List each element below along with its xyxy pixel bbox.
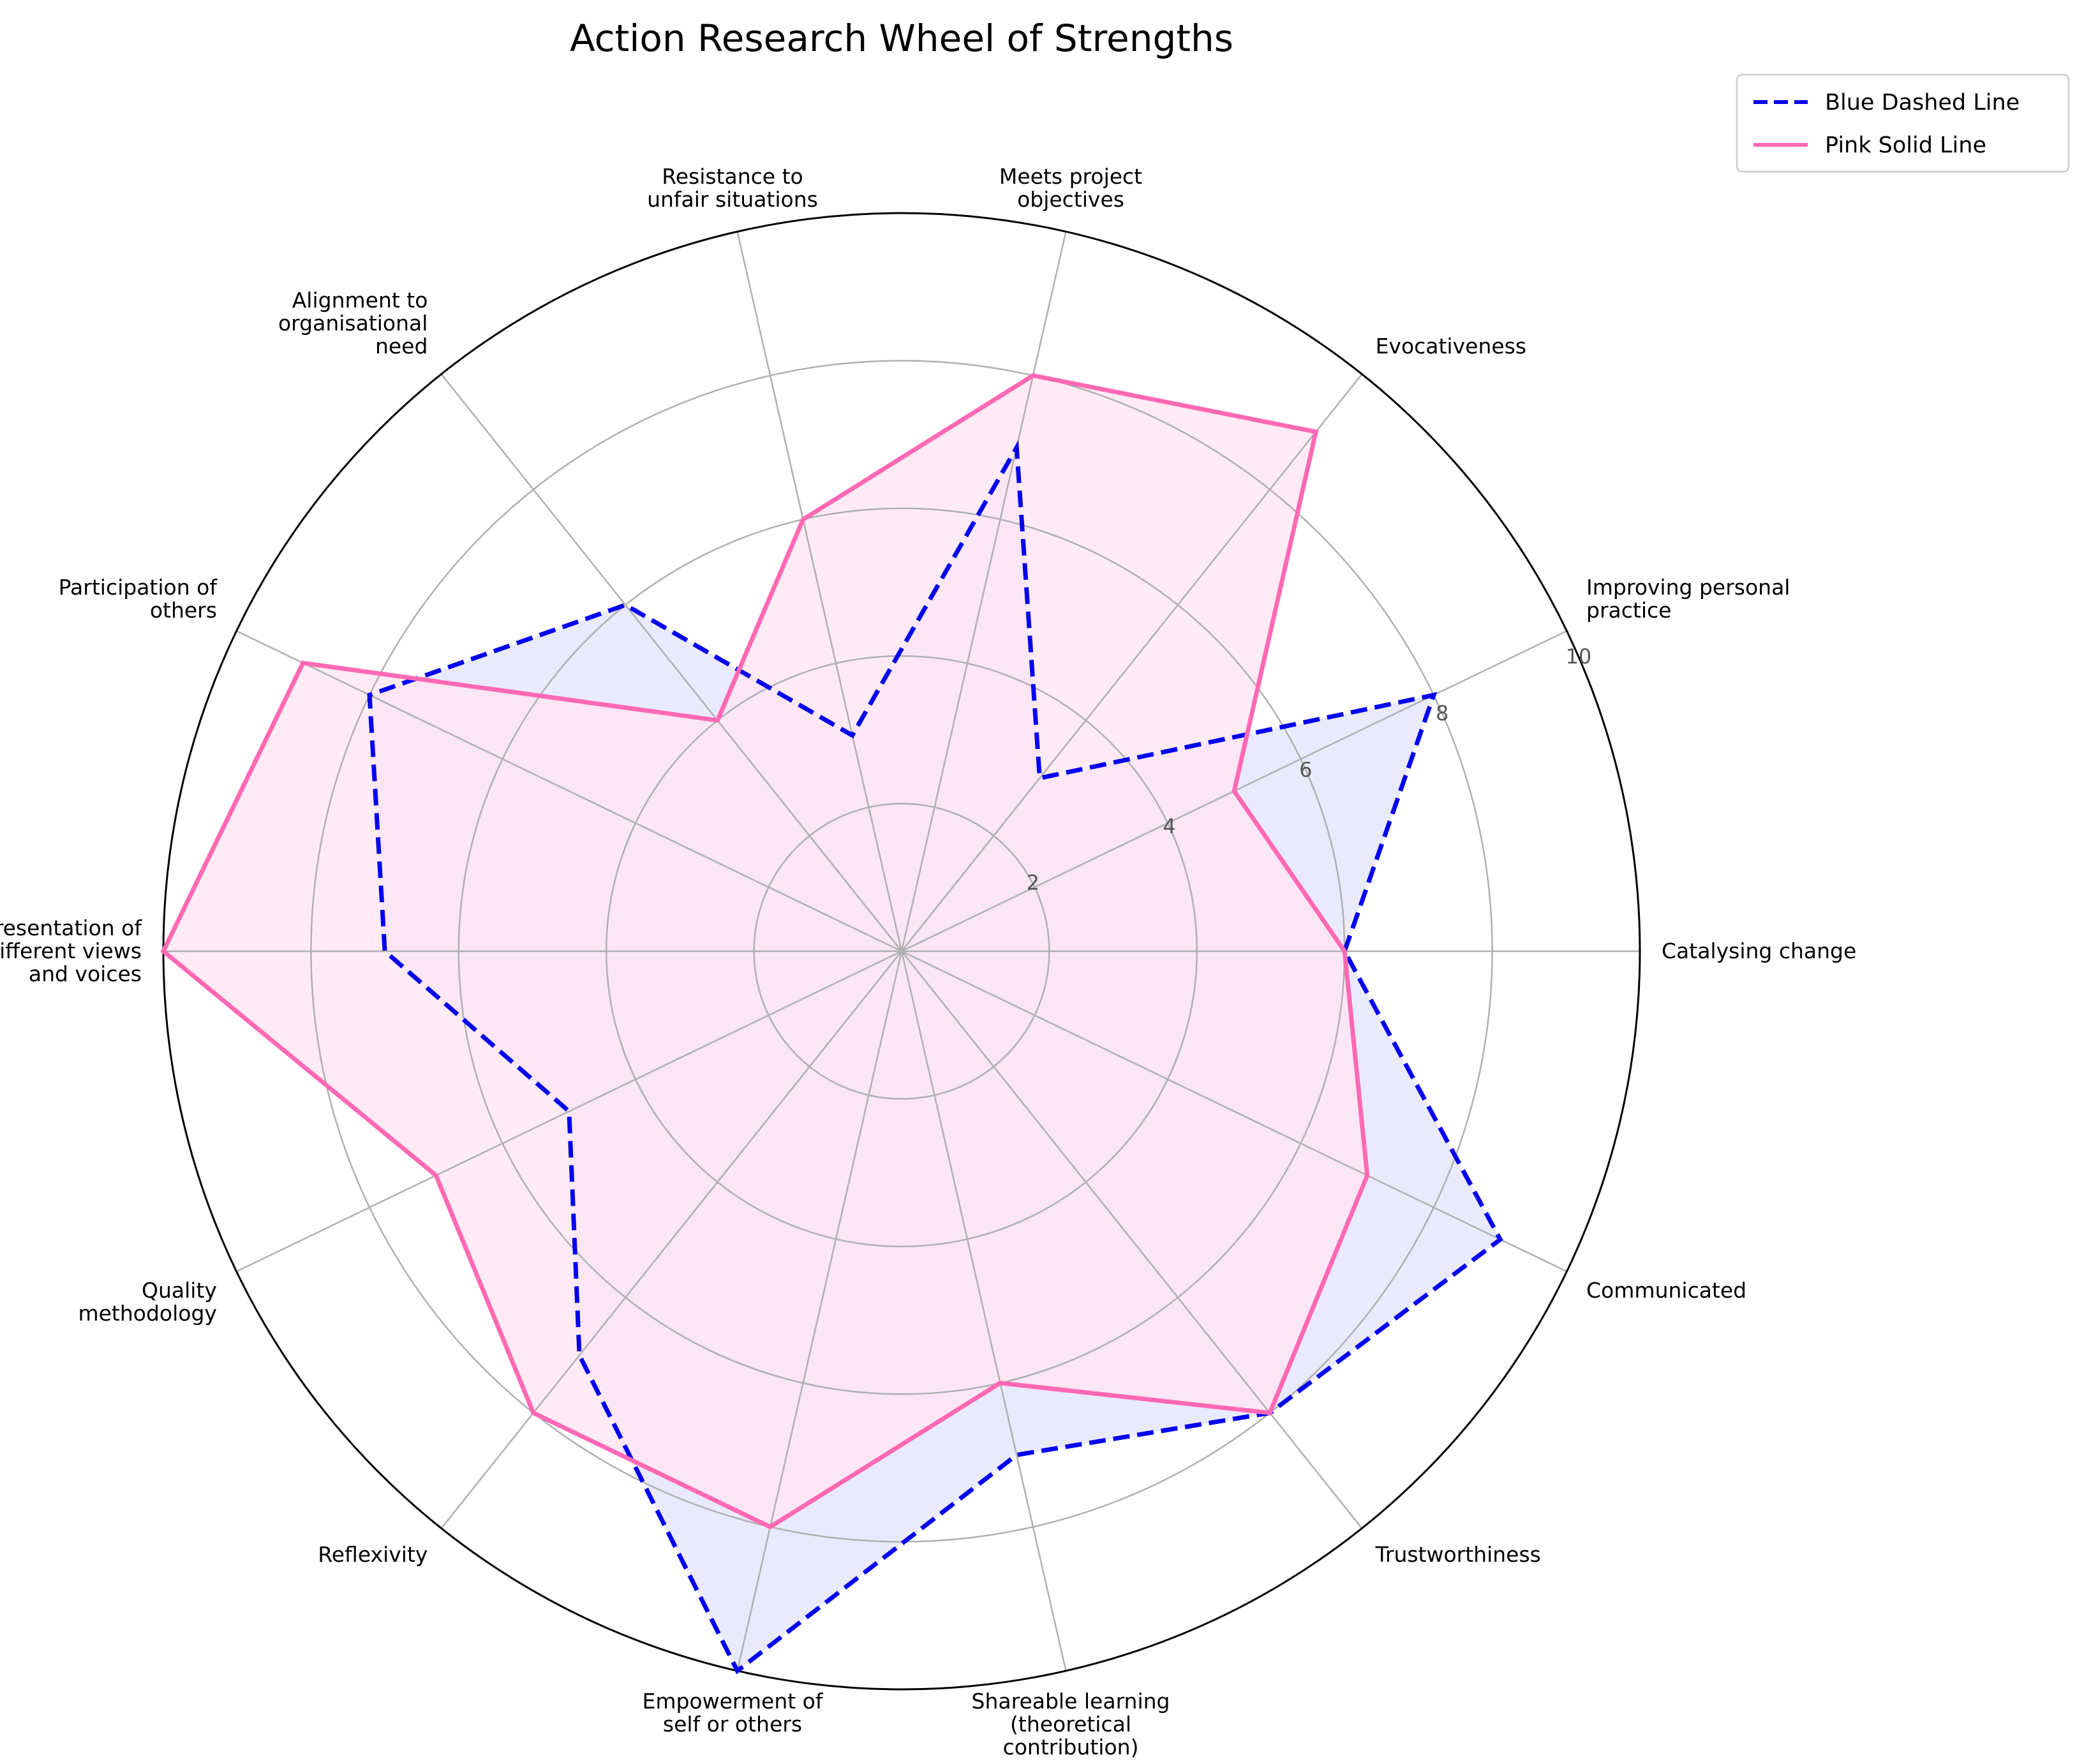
legend: Blue Dashed Line Pink Solid Line <box>1736 73 2070 173</box>
category-label-4: Resistance to unfair situations <box>647 164 818 212</box>
category-labels: Catalysing change Improving personal pract… <box>0 164 1856 1760</box>
spoke-4 <box>736 231 903 952</box>
legend-label-pink-solid: Pink Solid Line <box>1825 133 1986 158</box>
category-label-10: Empowerment of self or others <box>642 1689 823 1737</box>
spoke-13 <box>901 950 1567 1273</box>
radial-tick-6: 6 <box>1299 757 1312 782</box>
spoke-3 <box>900 231 1067 952</box>
spoke-9 <box>440 951 902 1529</box>
legend-label-blue-dashed: Blue Dashed Line <box>1825 90 2020 115</box>
radial-tick-2: 2 <box>1027 870 1039 894</box>
series-line-0 <box>367 440 1503 1675</box>
category-label-0: Catalysing change <box>1662 938 1856 963</box>
category-label-3: Meets project objectives <box>999 164 1142 212</box>
category-label-5: Alignment to organisational need <box>278 288 428 359</box>
spoke-12 <box>901 951 1363 1529</box>
category-label-11: Shareable learning (theoretical contributi… <box>972 1689 1170 1760</box>
spoke-2 <box>901 373 1363 952</box>
category-label-8: Quality methodology <box>78 1278 216 1326</box>
spoke-8 <box>236 950 902 1273</box>
series-line-1 <box>160 373 1370 1530</box>
spoke-6 <box>236 630 902 952</box>
category-label-12: Trustworthiness <box>1375 1542 1541 1567</box>
spoke-5 <box>440 373 902 952</box>
radial-tick-4: 4 <box>1163 814 1175 838</box>
legend-frame <box>1736 73 2070 173</box>
category-label-1: Improving personal practice <box>1586 575 1790 623</box>
radial-tick-8: 8 <box>1436 701 1448 725</box>
category-label-13: Communicated <box>1586 1278 1746 1303</box>
category-label-9: Reflexivity <box>318 1542 428 1567</box>
spoke-11 <box>900 951 1067 1671</box>
chart-title: Action Research Wheel of Strengths <box>570 17 1233 60</box>
spoke-10 <box>736 951 903 1671</box>
category-label-2: Evocativeness <box>1376 334 1526 359</box>
radial-tick-labels: 2 4 6 8 10 <box>1027 644 1592 894</box>
category-label-6: Participation of others <box>59 575 218 623</box>
radial-tick-10: 10 <box>1566 644 1592 669</box>
series-lines <box>160 373 1503 1675</box>
